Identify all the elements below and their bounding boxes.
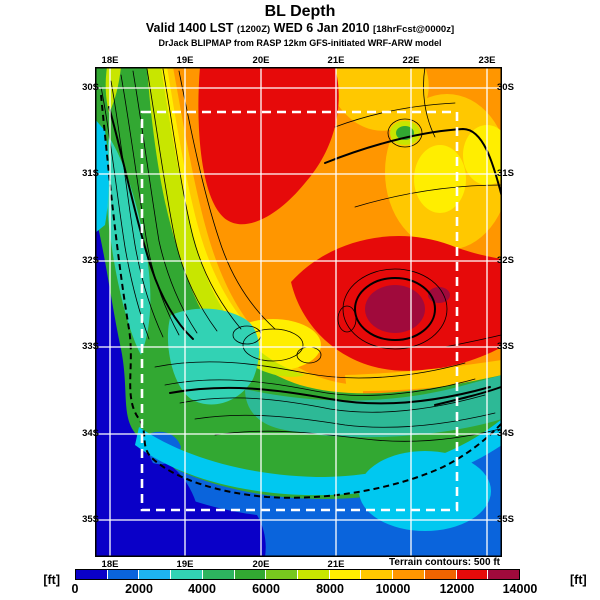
lat-tick-right-33s: 33S (497, 341, 514, 352)
bl-depth-fill-field (95, 67, 502, 557)
colorbar-cell-11 (424, 570, 457, 579)
valid-prefix: Valid 1400 LST (145, 21, 234, 35)
terrain-contour-note: Terrain contours: 500 ft (389, 557, 500, 568)
lon-tick-top-19e: 19E (176, 55, 194, 66)
lon-tick-top-23e: 23E (478, 55, 496, 66)
lon-tick-bottom-18e: 18E (101, 559, 119, 570)
model-attribution: DrJack BLIPMAP from RASP 12km GFS-initia… (158, 38, 442, 48)
colorbar-tick-14000: 14000 (502, 582, 538, 596)
colorbar-cell-13 (488, 570, 520, 579)
lon-tick-top-18e: 18E (101, 55, 119, 66)
init-time: (1200Z) (236, 24, 271, 35)
terrain-contours (100, 67, 502, 442)
colorbar-cell-2 (139, 570, 172, 579)
colorbar-tick-10000: 10000 (375, 582, 411, 596)
colorbar-cell-5 (234, 570, 267, 579)
lat-tick-right-34s: 34S (497, 428, 514, 439)
lat-tick-right-32s: 32S (497, 255, 514, 266)
lon-tick-top-22e: 22E (402, 55, 420, 66)
lon-tick-bottom-19e: 19E (176, 559, 194, 570)
colorbar-cell-9 (361, 570, 394, 579)
colorbar-cell-12 (456, 570, 489, 579)
forecast-offset: [18hrFcst@0000z] (373, 24, 455, 35)
lat-tick-left-33s: 33S (82, 341, 99, 352)
lat-tick-left-34s: 34S (82, 428, 99, 439)
lat-tick-right-30s: 30S (497, 82, 514, 93)
lon-tick-top-20e: 20E (252, 55, 270, 66)
colorbar-cell-0 (76, 570, 108, 579)
colorbar-cell-4 (202, 570, 235, 579)
colorbar-cell-8 (329, 570, 362, 579)
colorbar-tick-6000: 6000 (252, 582, 280, 596)
coastline (100, 94, 502, 499)
lon-tick-top-21e: 21E (327, 55, 345, 66)
page-title: BL Depth (264, 3, 336, 20)
colorbar-cell-6 (266, 570, 299, 579)
lat-tick-left-31s: 31S (82, 168, 99, 179)
map-area (95, 67, 502, 557)
colorbar-units-right: [ft] (570, 573, 587, 587)
latlon-grid (95, 67, 502, 557)
lat-tick-left-32s: 32S (82, 255, 99, 266)
map-plot (95, 67, 502, 557)
colorbar-units-left: [ft] (43, 573, 60, 587)
valid-time-line: Valid 1400 LST (1200Z) WED 6 Jan 2010 [1… (0, 21, 600, 35)
colorbar-cell-10 (393, 570, 425, 579)
lon-tick-bottom-21e: 21E (327, 559, 345, 570)
colorbar-tick-2000: 2000 (125, 582, 153, 596)
valid-date: WED 6 Jan 2010 (273, 21, 370, 35)
colorbar-cell-7 (298, 570, 330, 579)
lat-tick-right-31s: 31S (497, 168, 514, 179)
lat-tick-right-35s: 35S (497, 514, 514, 525)
colorbar-tick-12000: 12000 (439, 582, 475, 596)
colorbar-tick-8000: 8000 (316, 582, 344, 596)
colorbar-cell-1 (107, 570, 140, 579)
colorbar-tick-0: 0 (71, 582, 79, 596)
colorbar (75, 569, 520, 580)
lon-tick-bottom-20e: 20E (252, 559, 270, 570)
inner-domain-rect (140, 110, 459, 512)
colorbar-cell-3 (171, 570, 203, 579)
lat-tick-left-35s: 35S (82, 514, 99, 525)
map-frame (95, 67, 502, 557)
lat-tick-left-30s: 30S (82, 82, 99, 93)
colorbar-tick-4000: 4000 (188, 582, 216, 596)
